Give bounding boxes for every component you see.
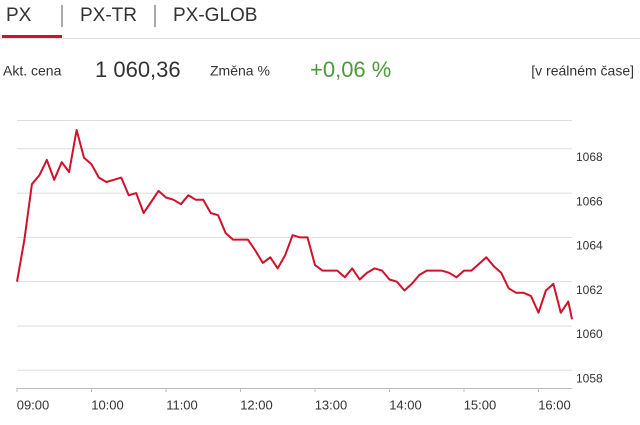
tab[interactable]: PX-TR — [80, 5, 137, 26]
price-label: Akt. cena — [3, 63, 62, 79]
change-label: Změna % — [210, 63, 270, 79]
x-tick-label: 10:00 — [91, 397, 124, 412]
y-tick-label: 1064 — [576, 239, 603, 253]
x-tick-label: 15:00 — [464, 397, 497, 412]
x-tick-label: 14:00 — [389, 397, 422, 412]
x-tick-label: 09:00 — [17, 397, 50, 412]
y-tick-label: 1058 — [576, 371, 603, 385]
price: 1 060,36 — [95, 57, 181, 82]
x-tick-label: 12:00 — [240, 397, 273, 412]
mode: [v reálném čase] — [531, 63, 634, 79]
tab-active[interactable]: PX — [6, 5, 32, 26]
tab[interactable]: PX-GLOB — [173, 5, 257, 26]
y-tick-label: 1060 — [576, 327, 603, 341]
y-tick-label: 1068 — [576, 150, 603, 164]
x-tick-label: 16:00 — [538, 397, 571, 412]
tab-underline — [2, 35, 62, 38]
y-tick-label: 1062 — [576, 283, 603, 297]
x-tick-label: 13:00 — [315, 397, 348, 412]
price-line — [16, 129, 573, 320]
y-tick-label: 1066 — [576, 194, 603, 208]
x-tick-label: 11:00 — [166, 397, 198, 412]
change: +0,06 % — [310, 57, 391, 82]
